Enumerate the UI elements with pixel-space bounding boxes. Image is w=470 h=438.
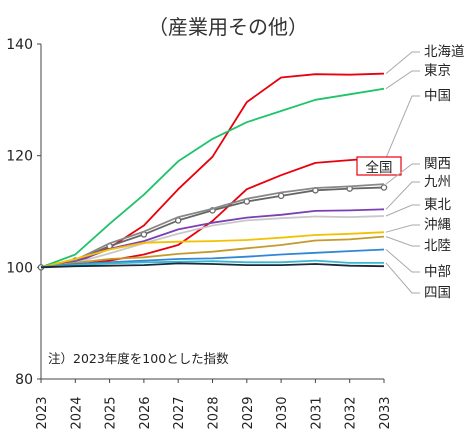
series-line xyxy=(40,262,385,269)
series-line xyxy=(40,157,385,269)
x-tick-label: 2026 xyxy=(138,396,153,429)
leader-line xyxy=(385,224,420,233)
chart-annotation: 注）2023年度を100とした指数 xyxy=(48,351,229,366)
highlight-box xyxy=(356,156,402,176)
series-line xyxy=(40,235,385,269)
series-label: 北海道 xyxy=(424,44,465,60)
y-tick-label: 100 xyxy=(6,260,33,276)
x-tick-label: 2031 xyxy=(309,396,324,429)
y-tick-label: 140 xyxy=(6,37,33,53)
leader-line xyxy=(385,262,420,294)
x-tick-label: 2024 xyxy=(69,396,84,429)
x-tick-label: 2029 xyxy=(241,396,256,429)
series-label: 中部 xyxy=(424,264,451,280)
series-layer xyxy=(37,72,388,271)
leader-line xyxy=(385,163,420,185)
leader-line xyxy=(385,95,420,159)
series-label: 東京 xyxy=(424,63,451,79)
leader-line xyxy=(385,204,420,217)
series-label: 沖縄 xyxy=(424,217,451,233)
chart-title: （産業用その他） xyxy=(148,15,308,39)
series-label: 四国 xyxy=(424,285,451,301)
leader-line xyxy=(385,51,420,74)
series-line xyxy=(40,183,385,269)
x-tick-label: 2030 xyxy=(275,396,290,429)
series-line xyxy=(40,87,385,269)
leader-line xyxy=(385,249,420,273)
series-line xyxy=(40,259,384,269)
series-label: 北陸 xyxy=(424,238,451,254)
series-label: 東北 xyxy=(424,197,451,213)
y-tick-label: 80 xyxy=(15,372,33,388)
x-tick-label: 2027 xyxy=(172,396,187,429)
leader-line xyxy=(385,70,420,90)
y-tick-label: 120 xyxy=(6,149,33,165)
series-line xyxy=(40,215,385,269)
data-point xyxy=(277,192,285,200)
x-tick-label: 2025 xyxy=(104,396,119,429)
series-label: 九州 xyxy=(424,174,451,190)
x-tick-label: 2028 xyxy=(207,396,222,429)
series-label: 全国 xyxy=(366,159,393,176)
leader-line xyxy=(385,236,420,247)
x-tick-label: 2032 xyxy=(344,396,359,429)
series-line xyxy=(40,231,385,269)
x-tick-label: 2023 xyxy=(35,396,50,429)
series-label: 関西 xyxy=(424,156,451,172)
series-label: 中国 xyxy=(424,88,451,104)
series-line xyxy=(40,248,385,269)
data-point xyxy=(380,184,388,191)
axes: 80 100 120 140 2023 2024 2025 2026 2027 2028 2029 2… xyxy=(6,37,393,430)
leader-line xyxy=(385,181,420,210)
x-tick-label: 2033 xyxy=(378,396,393,429)
